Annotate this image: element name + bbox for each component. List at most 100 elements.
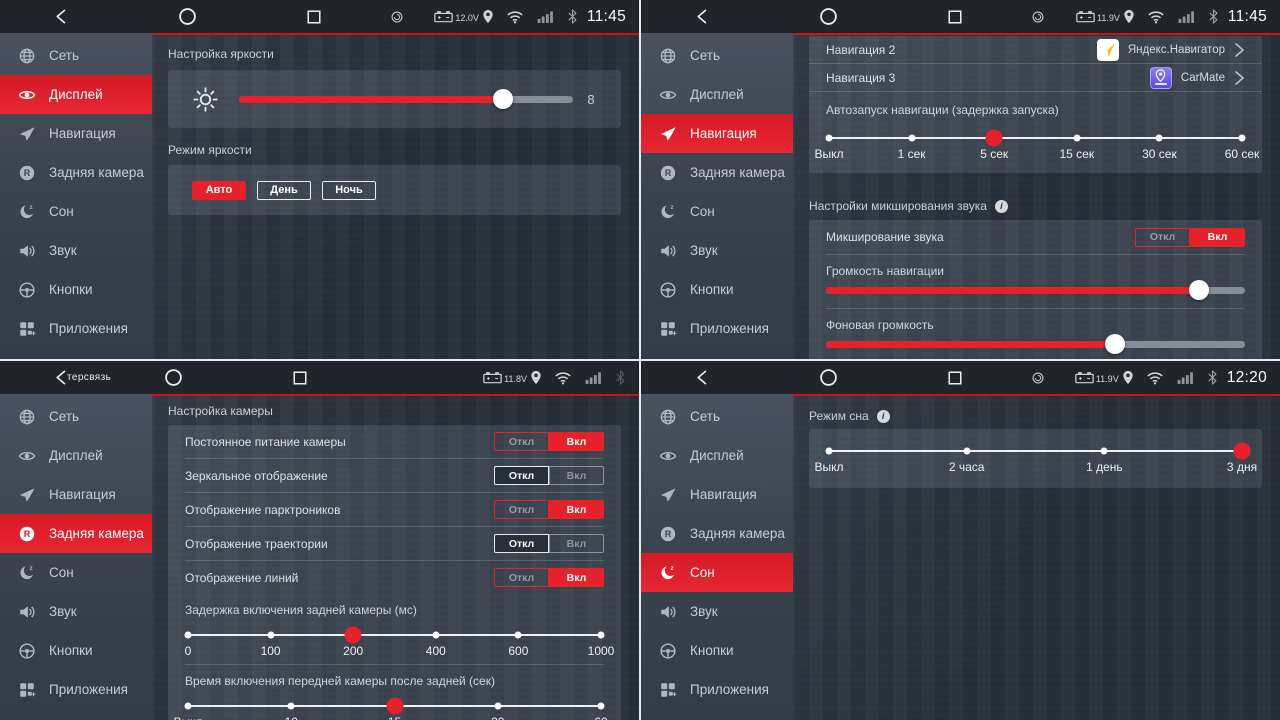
mixing-toggle[interactable]: Откл Вкл bbox=[1135, 227, 1245, 247]
nav3-row[interactable]: Навигация 3 CarMate bbox=[809, 64, 1262, 91]
sidebar-item-apps[interactable]: Приложения bbox=[0, 309, 152, 348]
toggle-off[interactable]: Откл bbox=[494, 466, 549, 485]
mode-auto-button[interactable]: Авто bbox=[192, 180, 246, 200]
toggle-on[interactable]: Вкл bbox=[549, 466, 604, 485]
home-button[interactable] bbox=[819, 368, 838, 387]
sidebar-label: Дисплей bbox=[690, 87, 744, 102]
front-camera-time-slider[interactable]: Выкл 10 15 20 60 bbox=[173, 697, 608, 720]
assistant-icon[interactable] bbox=[1031, 371, 1045, 385]
recents-button[interactable] bbox=[306, 9, 322, 25]
slider-thumb[interactable] bbox=[1105, 334, 1126, 354]
toggle-off[interactable]: Откл bbox=[494, 534, 549, 553]
screen-rear-camera-settings: терсвязь 11.8V Сеть Дисплей Навигация За… bbox=[0, 361, 639, 720]
toggle-on[interactable]: Вкл bbox=[549, 432, 604, 451]
sidebar-item-navigation[interactable]: Навигация bbox=[0, 114, 152, 153]
brightness-slider[interactable] bbox=[239, 89, 573, 109]
sidebar-item-buttons[interactable]: Кнопки bbox=[641, 270, 793, 309]
sidebar-item-sound[interactable]: Звук bbox=[641, 592, 793, 631]
recents-button[interactable] bbox=[947, 9, 963, 25]
autostart-label: Автозапуск навигации (задержка запуска) bbox=[826, 103, 1059, 117]
sidebar-item-sleep[interactable]: Сон bbox=[641, 553, 793, 592]
sidebar-item-rear-camera[interactable]: Задняя камера bbox=[641, 514, 793, 553]
toggle-on[interactable]: Вкл bbox=[549, 500, 604, 519]
slider-thumb[interactable] bbox=[1188, 280, 1209, 300]
recents-button[interactable] bbox=[947, 370, 963, 386]
toggle-on[interactable]: Вкл bbox=[549, 568, 604, 587]
toggle-on[interactable]: Вкл bbox=[1190, 227, 1245, 247]
sidebar-item-apps[interactable]: Приложения bbox=[641, 309, 793, 348]
sidebar-item-sound[interactable]: Звук bbox=[0, 592, 152, 631]
nav2-label: Навигация 2 bbox=[826, 42, 896, 57]
sidebar-label: Задняя камера bbox=[49, 526, 144, 541]
sidebar-item-apps[interactable]: Приложения bbox=[641, 670, 793, 709]
sidebar-item-sleep[interactable]: Сон bbox=[641, 192, 793, 231]
sidebar-label: Кнопки bbox=[49, 643, 93, 658]
divider bbox=[809, 91, 1262, 92]
sidebar-item-sleep[interactable]: Сон bbox=[0, 553, 152, 592]
parktronic-toggle[interactable]: Откл Вкл bbox=[494, 500, 604, 519]
mixing-panel: Микширование звука Откл Вкл Громкость на… bbox=[809, 220, 1262, 359]
home-button[interactable] bbox=[819, 7, 838, 26]
toggle-off[interactable]: Откл bbox=[1135, 227, 1190, 247]
sidebar-item-display[interactable]: Дисплей bbox=[641, 436, 793, 475]
lines-toggle[interactable]: Откл Вкл bbox=[494, 568, 604, 587]
sidebar-item-network[interactable]: Сеть bbox=[0, 36, 152, 75]
mode-day-button[interactable]: День bbox=[257, 180, 311, 200]
sidebar-label: Кнопки bbox=[690, 282, 734, 297]
assistant-icon[interactable] bbox=[1031, 10, 1045, 24]
toggle-on[interactable]: Вкл bbox=[549, 534, 604, 553]
camera-power-toggle[interactable]: Откл Вкл bbox=[494, 432, 604, 451]
mirror-toggle[interactable]: Откл Вкл bbox=[494, 466, 604, 485]
slider-track[interactable] bbox=[826, 286, 1245, 294]
slider-thumb[interactable] bbox=[492, 89, 513, 109]
sidebar-item-navigation[interactable]: Навигация bbox=[0, 475, 152, 514]
nav-volume-slider[interactable] bbox=[826, 280, 1245, 300]
navigation-content: Навигация 2 Яндекс.Навигатор Навигация 3… bbox=[793, 33, 1280, 359]
sidebar-item-display[interactable]: Дисплей bbox=[0, 436, 152, 475]
signal-icon bbox=[1177, 371, 1194, 384]
sidebar-item-network[interactable]: Сеть bbox=[641, 36, 793, 75]
autostart-delay-slider[interactable]: Выкл 1 сек 5 сек 15 сек 30 сек 60 сек bbox=[814, 129, 1259, 163]
sidebar-item-display[interactable]: Дисплей bbox=[0, 75, 152, 114]
back-button[interactable] bbox=[53, 8, 70, 25]
sidebar-item-network[interactable]: Сеть bbox=[641, 397, 793, 436]
back-button[interactable] bbox=[694, 369, 711, 386]
mode-night-button[interactable]: Ночь bbox=[322, 180, 376, 200]
sidebar-item-rear-camera[interactable]: Задняя камера bbox=[0, 514, 152, 553]
sleep-mode-slider[interactable]: Выкл 2 часа 1 день 3 дня bbox=[814, 442, 1257, 476]
sidebar-item-rear-camera[interactable]: Задняя камера bbox=[0, 153, 152, 192]
sidebar-item-rear-camera[interactable]: Задняя камера bbox=[641, 153, 793, 192]
info-icon[interactable]: i bbox=[994, 199, 1008, 213]
slider-track[interactable] bbox=[239, 95, 573, 103]
sidebar-item-navigation[interactable]: Навигация bbox=[641, 475, 793, 514]
nav2-row[interactable]: Навигация 2 Яндекс.Навигатор bbox=[809, 36, 1262, 63]
sidebar-item-sound[interactable]: Звук bbox=[641, 231, 793, 270]
sidebar-item-apps[interactable]: Приложения bbox=[0, 670, 152, 709]
back-button[interactable] bbox=[694, 8, 711, 25]
sidebar-item-display[interactable]: Дисплей bbox=[641, 75, 793, 114]
sidebar-item-navigation[interactable]: Навигация bbox=[641, 114, 793, 153]
home-button[interactable] bbox=[164, 368, 183, 387]
toggle-off[interactable]: Откл bbox=[494, 568, 549, 587]
sidebar-item-buttons[interactable]: Кнопки bbox=[0, 631, 152, 670]
slider-track[interactable] bbox=[826, 340, 1245, 348]
recents-button[interactable] bbox=[292, 370, 308, 386]
sidebar-item-network[interactable]: Сеть bbox=[0, 397, 152, 436]
sleep-moon-icon bbox=[659, 564, 677, 582]
trajectory-toggle[interactable]: Откл Вкл bbox=[494, 534, 604, 553]
wifi-icon bbox=[1146, 371, 1164, 385]
sidebar-label: Звук bbox=[690, 243, 718, 258]
toggle-off[interactable]: Откл bbox=[494, 500, 549, 519]
speaker-icon bbox=[659, 242, 677, 260]
bg-volume-slider[interactable] bbox=[826, 334, 1245, 354]
sidebar-item-sleep[interactable]: Сон bbox=[0, 192, 152, 231]
toggle-off[interactable]: Откл bbox=[494, 432, 549, 451]
sidebar-item-buttons[interactable]: Кнопки bbox=[0, 270, 152, 309]
sidebar-item-sound[interactable]: Звук bbox=[0, 231, 152, 270]
info-icon[interactable]: i bbox=[876, 409, 890, 423]
sidebar-item-buttons[interactable]: Кнопки bbox=[641, 631, 793, 670]
rear-camera-delay-slider[interactable]: 0 100 200 400 600 1000 bbox=[184, 626, 614, 660]
assistant-icon[interactable] bbox=[390, 10, 404, 24]
home-button[interactable] bbox=[178, 7, 197, 26]
sidebar-label: Кнопки bbox=[690, 643, 734, 658]
